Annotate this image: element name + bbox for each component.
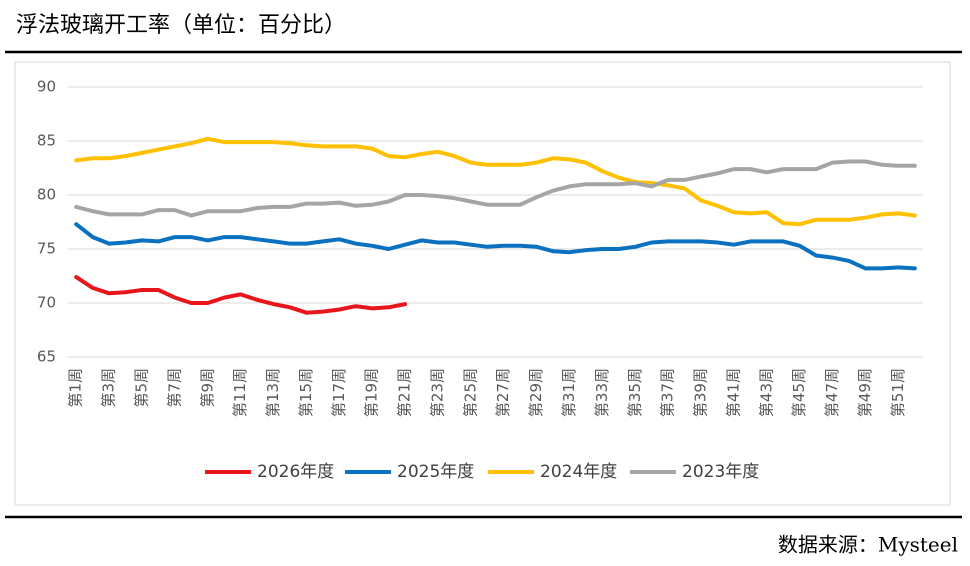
y-tick-label: 80 xyxy=(37,186,56,204)
x-tick-label: 第45周 xyxy=(790,368,808,417)
y-tick-label: 75 xyxy=(37,240,56,258)
x-tick-label: 第41周 xyxy=(724,368,742,417)
x-tick-label: 第19周 xyxy=(363,368,381,417)
series-line xyxy=(74,222,917,271)
y-tick-label: 90 xyxy=(37,78,56,96)
y-tick-label: 65 xyxy=(37,348,56,366)
chart-title: 浮法玻璃开工率（单位：百分比） xyxy=(16,13,346,38)
legend-label: 2026年度 xyxy=(257,462,334,482)
legend-label: 2024年度 xyxy=(540,462,617,482)
legend-label: 2023年度 xyxy=(682,462,759,482)
x-tick-label: 第21周 xyxy=(396,368,414,417)
x-tick-label: 第17周 xyxy=(330,368,348,417)
x-tick-label: 第15周 xyxy=(297,368,315,417)
x-tick-label: 第9周 xyxy=(198,368,216,408)
x-tick-label: 第11周 xyxy=(231,368,249,417)
x-tick-label: 第5周 xyxy=(132,368,150,408)
series-line xyxy=(74,275,408,315)
x-tick-label: 第39周 xyxy=(692,368,710,417)
x-tick-label: 第31周 xyxy=(560,368,578,417)
x-tick-label: 第25周 xyxy=(461,368,479,417)
x-tick-label: 第29周 xyxy=(527,368,545,417)
x-tick-label: 第49周 xyxy=(856,368,874,417)
legend-label: 2025年度 xyxy=(397,462,474,482)
x-tick-label: 第27周 xyxy=(494,368,512,417)
x-tick-label: 第33周 xyxy=(593,368,611,417)
source: 数据来源：Mysteel xyxy=(778,533,958,557)
x-tick-label: 第1周 xyxy=(67,368,85,408)
y-tick-label: 85 xyxy=(37,132,56,150)
x-tick-label: 第43周 xyxy=(757,368,775,417)
series-line xyxy=(74,159,917,218)
x-tick-label: 第51周 xyxy=(889,368,907,417)
x-tick-label: 第7周 xyxy=(165,368,183,408)
x-tick-label: 第13周 xyxy=(264,368,282,417)
x-tick-label: 第47周 xyxy=(823,368,841,417)
series-line xyxy=(74,136,917,227)
x-tick-label: 第3周 xyxy=(100,368,118,408)
x-tick-label: 第37周 xyxy=(659,368,677,417)
y-tick-label: 70 xyxy=(37,294,56,312)
x-tick-label: 第35周 xyxy=(626,368,644,417)
x-tick-label: 第23周 xyxy=(428,368,446,417)
chart-frame xyxy=(14,61,951,506)
